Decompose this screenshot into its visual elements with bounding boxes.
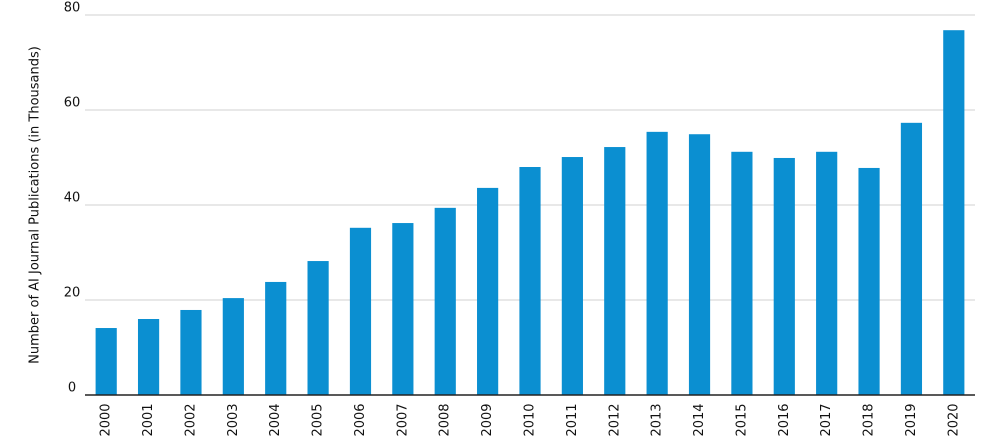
bar [477, 187, 499, 395]
x-tick-label: 2007 [395, 403, 410, 436]
x-tick-label: 2006 [353, 403, 368, 436]
bar [646, 131, 668, 395]
bar [349, 227, 372, 395]
x-tick-label: 2012 [607, 403, 622, 436]
bar [561, 157, 583, 395]
x-tick-label: 2020 [946, 403, 961, 436]
x-tick-label: 2003 [226, 403, 241, 436]
x-tick-label: 2019 [904, 403, 919, 436]
bar [265, 281, 287, 395]
bar [858, 167, 880, 395]
x-tick-label: 2016 [777, 403, 792, 436]
bar [688, 134, 711, 395]
bar [95, 328, 117, 395]
y-tick-label: 60 [64, 96, 81, 111]
bar [137, 319, 160, 395]
bar [900, 122, 923, 395]
x-tick-label: 2001 [141, 403, 156, 436]
bar [816, 151, 838, 395]
bar [731, 151, 753, 395]
bar [222, 298, 244, 395]
y-tick-label: 80 [64, 1, 81, 16]
x-tick-label: 2002 [183, 403, 198, 436]
x-tick-label: 2017 [819, 403, 834, 436]
x-tick-label: 2014 [692, 403, 707, 436]
bar [392, 223, 414, 395]
x-tick-label: 2013 [650, 403, 665, 436]
y-axis-title: Number of AI Journal Publications (in Th… [28, 46, 43, 364]
y-tick-label: 0 [68, 381, 76, 396]
bar [519, 167, 541, 395]
x-tick-label: 2005 [311, 403, 326, 436]
bar [943, 30, 965, 395]
bar [180, 309, 202, 395]
bar [307, 261, 329, 395]
x-tick-label: 2000 [99, 403, 114, 436]
y-tick-label: 20 [64, 286, 81, 301]
bar [604, 147, 626, 395]
x-tick-label: 2015 [734, 403, 749, 436]
x-tick-label: 2008 [438, 403, 453, 436]
y-tick-label: 40 [64, 191, 81, 206]
bar [773, 157, 795, 395]
x-tick-label: 2011 [565, 403, 580, 436]
x-tick-label: 2010 [523, 403, 538, 436]
x-tick-label: 2009 [480, 403, 495, 436]
x-tick-label: 2018 [862, 403, 877, 436]
x-tick-label: 2004 [268, 403, 283, 436]
bar [434, 207, 456, 395]
